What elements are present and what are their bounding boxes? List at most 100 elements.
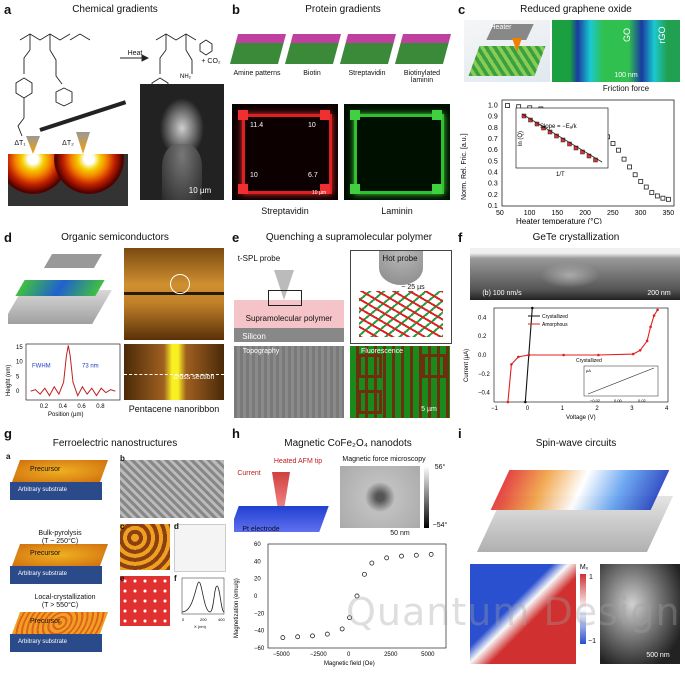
- data-point-return: [354, 593, 360, 599]
- mx-cbar-bottom: −1: [588, 638, 596, 645]
- streptavidin-caption: Streptavidin: [261, 206, 309, 216]
- y-tick-label: 0.2: [478, 334, 487, 340]
- y-tick-label: 60: [254, 542, 261, 548]
- data-point: [649, 190, 655, 196]
- co2-label: + CO₂: [201, 58, 221, 65]
- data-point: [627, 164, 633, 170]
- panel-e: e Quenching a supramolecular polymer t-S…: [228, 228, 456, 420]
- panel-title-d: Organic semiconductors: [61, 232, 169, 243]
- protein-step-0: [229, 34, 287, 64]
- sub-panel-label: f: [174, 574, 177, 583]
- scale-bar-label: 100 nm: [614, 72, 638, 79]
- pt-electrode-label: Pt electrode: [242, 526, 280, 533]
- y-tick-label: −60: [254, 646, 265, 652]
- data-point: [645, 339, 649, 343]
- panel-i: i Spin-wave circuits Mₓ 1 −1 500 nm: [456, 424, 685, 675]
- mfm-cbar-bottom: −54°: [432, 522, 448, 529]
- y-tick-label: 5: [16, 374, 20, 380]
- series-line-1: [507, 309, 659, 403]
- panel-label-h: h: [232, 426, 240, 441]
- fwhm-label: FWHM: [32, 364, 51, 370]
- data-point-return: [339, 626, 345, 632]
- x-tick-label: 250: [607, 210, 619, 217]
- x-tick-label: 100: [524, 210, 536, 217]
- panel-label-i: i: [458, 426, 462, 441]
- data-point: [506, 400, 510, 404]
- substrate-layer: [10, 544, 110, 588]
- x-tick-label: −2500: [310, 652, 328, 658]
- data-point: [510, 363, 513, 366]
- tspl-probe-label: t-SPL probe: [237, 254, 281, 263]
- y-axis-label: Current (µA): [464, 349, 470, 382]
- ferro-image-e: [120, 576, 170, 626]
- legend-entry: Crystallized: [542, 314, 568, 320]
- data-point: [632, 172, 638, 178]
- y-tick-label: 0.3: [488, 181, 498, 188]
- mx-colorbar: [580, 574, 586, 644]
- profile-line: [181, 581, 225, 613]
- streptavidin-image: 11.4 10 10 6.7 10 µm: [232, 104, 338, 200]
- data-point-return: [347, 615, 352, 621]
- inset-y-label: µA: [586, 368, 591, 373]
- substrate-label: Arbitrary substrate: [18, 487, 68, 493]
- x-tick-label: −5000: [273, 652, 291, 658]
- panel-title-e: Quenching a supramolecular polymer: [265, 232, 433, 243]
- panel-d: d Organic semiconductors 15 10 5 0 0.2 0.4 0.6…: [0, 228, 228, 420]
- nanoribbon-afm-image: [124, 344, 224, 400]
- precursor-label: Precursor: [30, 550, 61, 557]
- afm-device-image: [124, 248, 224, 340]
- profile-chart-f: 0 200 400 X (nm): [181, 577, 225, 629]
- panel-c: c Reduced graphene oxide Heater GO rGO 1…: [456, 0, 685, 225]
- x-axis-label: X (nm): [194, 624, 207, 629]
- protein-step-3: [394, 34, 452, 64]
- y-tick-label: 1.0: [488, 103, 498, 110]
- data-point: [384, 555, 390, 561]
- data-point: [362, 571, 367, 577]
- magnetization-map: [470, 564, 576, 664]
- friction-vs-temperature-chart: 1.0 0.9 0.8 0.7 0.6 0.5 0.4 0.3 0.2 0.150 100 150 20…: [461, 99, 675, 224]
- spin-wave-3d-illustration: [470, 460, 676, 560]
- panel-label-a: a: [4, 2, 12, 17]
- ferro-image-c: [120, 524, 170, 570]
- device-illustration: [8, 250, 118, 334]
- data-point: [666, 196, 671, 202]
- thermal-gradient-image: [8, 154, 128, 206]
- y-tick-label: 0.0: [478, 353, 487, 359]
- panel-h: h Magnetic CoFe₂O₄ nanodots Heated AFM t…: [228, 424, 456, 675]
- current-label: Current: [237, 470, 261, 477]
- y-tick-label: 0.2: [488, 192, 498, 199]
- go-label: GO: [622, 27, 632, 42]
- svg-text:NH₂: NH₂: [180, 74, 192, 80]
- inset-x-tick: 0.02: [638, 398, 647, 403]
- y-tick-label: 0.6: [488, 147, 498, 154]
- protein-step-2: [339, 34, 397, 64]
- friction-force-caption: Friction force: [602, 84, 650, 93]
- precursor-label: Precursor: [30, 618, 61, 625]
- height-profile-line: [30, 345, 116, 397]
- fwhm-value: 73 nm: [82, 364, 99, 370]
- mfm-label: Magnetic force microscopy: [342, 456, 426, 463]
- friction-force-map: [552, 20, 680, 82]
- inset-fit-line: [587, 367, 655, 395]
- panel-title-f: GeTe crystallization: [532, 232, 620, 243]
- x-tick-label: 1: [561, 406, 565, 412]
- step-bulk-pyrolysis: Bulk-pyrolysis: [38, 530, 82, 537]
- data-point: [631, 352, 635, 356]
- fluorescence-qr-image: [350, 346, 450, 418]
- write-speed-label: (b) 100 nm/s: [482, 290, 522, 297]
- panel-label-d: d: [4, 230, 12, 245]
- precursor-label: Precursor: [30, 466, 61, 473]
- y-tick-label: 20: [254, 577, 261, 583]
- slope-label: Slope = −Eₐ/k: [540, 124, 578, 130]
- data-point: [654, 193, 660, 199]
- data-point: [530, 306, 534, 310]
- fit-line: [521, 113, 603, 163]
- x-tick-label: 400: [218, 617, 225, 622]
- inset-x-label: 1/T: [556, 172, 565, 178]
- sub-panel-label: d: [174, 522, 179, 531]
- x-tick-label: 150: [551, 210, 563, 217]
- delta-t1-label: ΔT₁: [14, 140, 26, 147]
- x-tick-label: 50: [496, 210, 504, 217]
- x-tick-label: 200: [200, 617, 207, 622]
- step-local-cryst: Local-crystallization: [34, 594, 96, 601]
